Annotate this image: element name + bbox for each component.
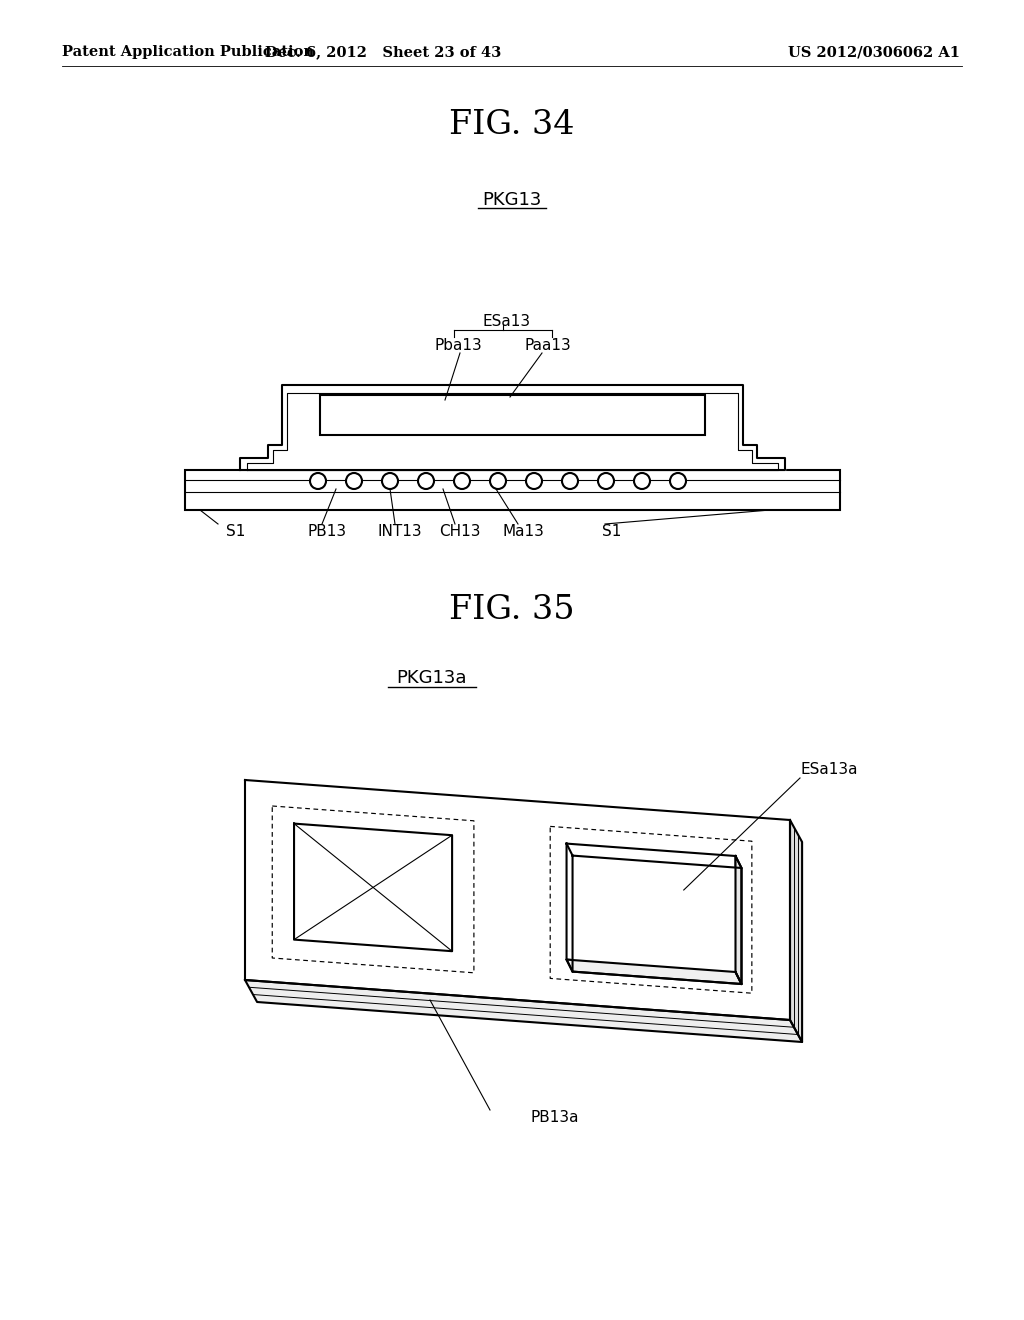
Bar xyxy=(319,395,705,436)
Text: ESa13a: ESa13a xyxy=(800,763,857,777)
Circle shape xyxy=(382,473,398,488)
Text: PB13a: PB13a xyxy=(530,1110,580,1126)
Text: Pba13: Pba13 xyxy=(434,338,482,352)
Text: Patent Application Publication: Patent Application Publication xyxy=(62,45,314,59)
Circle shape xyxy=(670,473,686,488)
Text: Ma13: Ma13 xyxy=(502,524,544,540)
Polygon shape xyxy=(566,843,735,972)
Circle shape xyxy=(346,473,362,488)
Polygon shape xyxy=(240,385,785,470)
Text: US 2012/0306062 A1: US 2012/0306062 A1 xyxy=(788,45,961,59)
Polygon shape xyxy=(566,960,741,983)
Text: PKG13: PKG13 xyxy=(482,191,542,209)
Circle shape xyxy=(454,473,470,488)
Circle shape xyxy=(562,473,578,488)
Text: CH13: CH13 xyxy=(439,524,480,540)
Circle shape xyxy=(526,473,542,488)
Text: S1: S1 xyxy=(602,524,622,540)
Circle shape xyxy=(418,473,434,488)
Text: FIG. 35: FIG. 35 xyxy=(450,594,574,626)
Text: INT13: INT13 xyxy=(378,524,422,540)
Polygon shape xyxy=(790,820,802,1041)
Text: PB13: PB13 xyxy=(307,524,346,540)
Bar xyxy=(185,470,840,510)
Polygon shape xyxy=(572,855,741,983)
Polygon shape xyxy=(294,824,453,952)
Polygon shape xyxy=(245,979,802,1041)
Circle shape xyxy=(598,473,614,488)
Text: FIG. 34: FIG. 34 xyxy=(450,110,574,141)
Text: Dec. 6, 2012   Sheet 23 of 43: Dec. 6, 2012 Sheet 23 of 43 xyxy=(265,45,501,59)
Circle shape xyxy=(490,473,506,488)
Circle shape xyxy=(634,473,650,488)
Polygon shape xyxy=(735,855,741,983)
Polygon shape xyxy=(245,780,790,1020)
Text: ESa13: ESa13 xyxy=(483,314,531,330)
Text: PKG13a: PKG13a xyxy=(396,669,467,686)
Circle shape xyxy=(310,473,326,488)
Text: Paa13: Paa13 xyxy=(524,338,571,352)
Text: S1: S1 xyxy=(226,524,246,540)
